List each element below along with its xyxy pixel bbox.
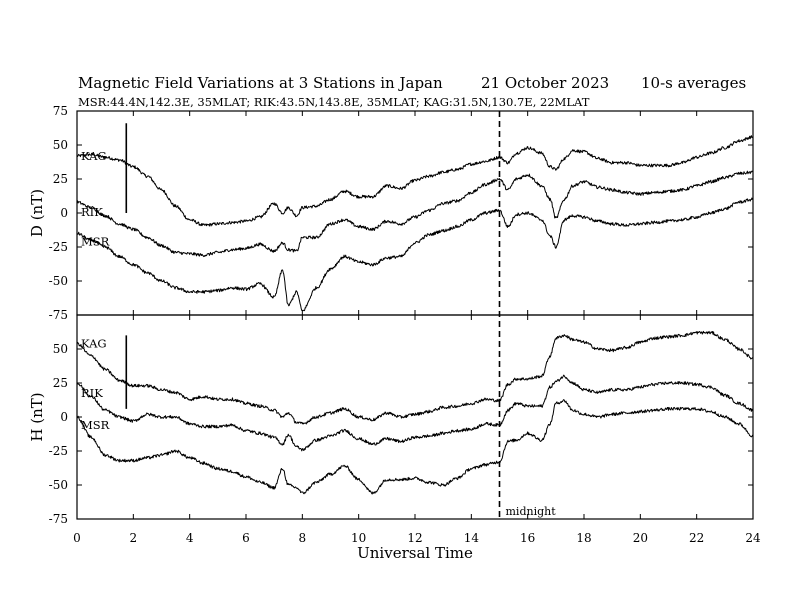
- station-label-kag: KAG: [81, 337, 107, 351]
- y-tick-label: -25: [49, 444, 68, 458]
- x-tick-label: 22: [689, 531, 704, 545]
- y-tick-label: -25: [49, 240, 68, 254]
- series-line-rik: [76, 374, 754, 452]
- x-tick-label: 0: [73, 531, 81, 545]
- y-tick-label: -50: [49, 274, 68, 288]
- station-label-kag: KAG: [81, 149, 107, 163]
- y-axis-title: D (nT): [28, 189, 46, 237]
- series-line-kag: [76, 330, 754, 425]
- x-tick-label: 2: [130, 531, 138, 545]
- y-axis-title: H (nT): [28, 392, 46, 441]
- x-tick-label: 18: [576, 531, 591, 545]
- x-tick-label: 6: [242, 531, 250, 545]
- y-tick-label: 25: [53, 376, 68, 390]
- y-tick-label: 50: [53, 138, 68, 152]
- x-tick-label: 12: [407, 531, 422, 545]
- stations-line: MSR:44.4N,142.3E, 35MLAT; RIK:43.5N,143.…: [78, 95, 590, 109]
- panel-frame: [76, 110, 754, 316]
- panel-h: -75 -50 -25 0 25 50 H (nT) KAG RIK MSR: [28, 314, 754, 526]
- y-tick-label: 50: [53, 342, 68, 356]
- y-tick-label: 0: [60, 410, 68, 424]
- x-tick-label: 8: [299, 531, 307, 545]
- y-tick-label: 0: [60, 206, 68, 220]
- x-tick-label: 20: [633, 531, 648, 545]
- series-line-kag: [76, 135, 754, 227]
- chart-resolution: 10-s averages: [641, 74, 746, 92]
- x-tick-label: 10: [351, 531, 366, 545]
- y-tick-label: 25: [53, 172, 68, 186]
- station-label-rik: RIK: [81, 386, 103, 400]
- station-label-msr: MSR: [81, 234, 110, 248]
- series-line-msr: [76, 197, 754, 312]
- x-tick-label: 24: [745, 531, 761, 545]
- series-line-msr: [76, 399, 754, 495]
- y-tick-label: -75: [49, 308, 68, 322]
- x-tick-label: 14: [464, 531, 480, 545]
- chart-title: Magnetic Field Variations at 3 Stations …: [78, 74, 443, 92]
- plot-area: -75 -50 -25 0 25 50 75 D (nT) KAG RIK MSR -75 -50 -25…: [28, 104, 761, 562]
- midnight-label: midnight: [506, 505, 557, 518]
- station-label-rik: RIK: [81, 205, 103, 219]
- x-tick-label: 16: [520, 531, 535, 545]
- y-tick-label: -75: [49, 512, 68, 526]
- y-tick-label: 75: [53, 104, 68, 118]
- y-tick-label: -50: [49, 478, 68, 492]
- series-line-rik: [76, 170, 754, 258]
- panel-d: -75 -50 -25 0 25 50 75 D (nT) KAG RIK MSR: [28, 104, 754, 322]
- chart-date: 21 October 2023: [481, 74, 609, 92]
- station-label-msr: MSR: [81, 418, 110, 432]
- x-axis-title: Universal Time: [357, 544, 473, 562]
- x-tick-label: 4: [186, 531, 194, 545]
